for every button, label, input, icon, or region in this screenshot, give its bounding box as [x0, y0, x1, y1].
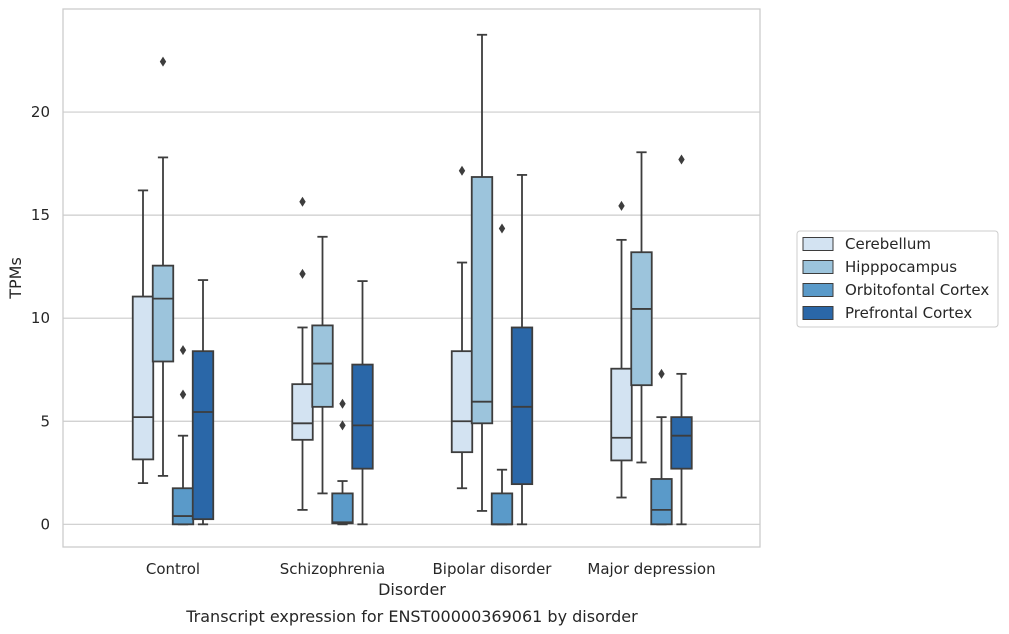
iqr-box [351, 363, 374, 470]
iqr-box [650, 478, 673, 526]
y-axis-ticks: 0 5 10 15 20 [31, 103, 50, 533]
outlier-point [159, 56, 167, 67]
legend-swatch [802, 260, 834, 274]
x-axis-ticks: Control Schizophrenia Bipolar disorder Majo… [146, 560, 716, 578]
legend-label: Cerebellum [845, 235, 931, 253]
outlier-point [658, 368, 665, 379]
x-tick-label: Schizophrenia [280, 560, 385, 578]
iqr-box [131, 295, 155, 461]
y-tick-label: 15 [31, 206, 50, 224]
plot-area-frame [62, 8, 761, 548]
outlier-point [678, 154, 685, 165]
iqr-box [490, 492, 514, 526]
box-hipppocampus [311, 235, 334, 495]
box-orbitofontal-cortex [490, 223, 514, 526]
legend: Cerebellum Hipppocampus Orbitofontal Corte… [796, 230, 999, 328]
y-tick-label: 10 [31, 309, 50, 327]
figure-caption: Transcript expression for ENST0000036906… [185, 607, 638, 626]
x-tick-label: Major depression [587, 560, 715, 578]
y-tick-label: 0 [40, 515, 50, 533]
outlier-point [299, 196, 306, 207]
legend-label: Hipppocampus [845, 258, 957, 276]
outlier-point [339, 420, 346, 431]
x-axis-label: Disorder [378, 580, 446, 599]
box-orbitofontal-cortex [331, 398, 354, 526]
gridlines [63, 111, 760, 525]
box-prefrontal-cortex [191, 279, 215, 526]
box-prefrontal-cortex [351, 280, 374, 526]
legend-label: Prefrontal Cortex [845, 304, 972, 322]
legend-label: Orbitofontal Cortex [845, 281, 989, 299]
box-hipppocampus [630, 151, 653, 464]
legend-swatch [802, 237, 834, 251]
iqr-box [151, 264, 175, 363]
box-prefrontal-cortex [510, 174, 534, 526]
y-axis-label: TPMs [6, 257, 25, 300]
x-tick-label: Control [146, 560, 200, 578]
iqr-box [191, 350, 215, 521]
box-hipppocampus [470, 33, 494, 512]
iqr-box [610, 367, 633, 462]
outlier-point [179, 389, 187, 400]
iqr-box [670, 416, 693, 470]
outlier-point [618, 200, 625, 211]
box-orbitofontal-cortex [650, 368, 673, 526]
iqr-box [450, 350, 474, 454]
legend-swatch [802, 283, 834, 297]
iqr-box [291, 383, 314, 441]
outlier-point [179, 345, 187, 356]
box-cerebellum [450, 165, 474, 490]
box-prefrontal-cortex [670, 154, 693, 526]
x-tick-label: Bipolar disorder [433, 560, 553, 578]
box-cerebellum [610, 200, 633, 499]
iqr-box [331, 492, 354, 525]
box-orbitofontal-cortex [171, 345, 195, 526]
iqr-box [510, 326, 534, 486]
box-hipppocampus [151, 56, 175, 477]
legend-frame [796, 230, 999, 328]
outlier-point [339, 398, 346, 409]
outlier-point [498, 223, 506, 234]
y-tick-label: 20 [31, 103, 50, 121]
iqr-box [470, 176, 494, 425]
iqr-box [171, 487, 195, 526]
outlier-point [458, 165, 466, 176]
legend-swatch [802, 306, 834, 320]
box-cerebellum [131, 189, 155, 484]
boxes [131, 33, 693, 526]
iqr-box [630, 251, 653, 387]
y-tick-label: 5 [40, 412, 50, 430]
outlier-point [299, 268, 306, 279]
iqr-box [311, 324, 334, 408]
box-cerebellum [291, 196, 314, 511]
